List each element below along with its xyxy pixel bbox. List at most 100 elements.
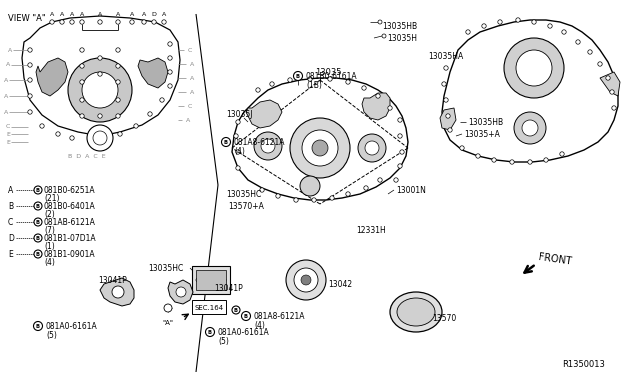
- Text: VIEW "A": VIEW "A": [8, 14, 45, 23]
- Circle shape: [516, 18, 520, 22]
- Circle shape: [294, 71, 303, 80]
- Text: 13041P: 13041P: [98, 276, 127, 285]
- Circle shape: [330, 196, 334, 200]
- Circle shape: [80, 98, 84, 102]
- Circle shape: [400, 150, 404, 154]
- Circle shape: [34, 186, 42, 194]
- Text: 081A8-6121A: 081A8-6121A: [234, 138, 285, 147]
- Text: A: A: [162, 12, 166, 17]
- Circle shape: [510, 160, 514, 164]
- Text: 081AB-6121A: 081AB-6121A: [44, 218, 96, 227]
- Polygon shape: [168, 280, 193, 304]
- Text: (4): (4): [44, 258, 55, 267]
- Text: C: C: [188, 103, 193, 109]
- Circle shape: [70, 20, 74, 24]
- Circle shape: [205, 327, 214, 337]
- Circle shape: [476, 154, 480, 158]
- Circle shape: [28, 94, 32, 98]
- Text: 13041P: 13041P: [214, 284, 243, 293]
- Circle shape: [588, 50, 592, 54]
- Text: 13035+A: 13035+A: [464, 130, 500, 139]
- Text: A: A: [8, 186, 13, 195]
- FancyBboxPatch shape: [196, 270, 226, 290]
- Circle shape: [80, 20, 84, 24]
- Circle shape: [28, 110, 32, 114]
- Polygon shape: [22, 16, 180, 136]
- Circle shape: [148, 112, 152, 116]
- Text: 13570+A: 13570+A: [228, 202, 264, 211]
- Circle shape: [152, 20, 156, 24]
- Circle shape: [130, 20, 134, 24]
- Text: (4): (4): [254, 321, 265, 330]
- Circle shape: [516, 50, 552, 86]
- Circle shape: [444, 98, 448, 102]
- Text: 13042: 13042: [328, 280, 352, 289]
- Circle shape: [168, 84, 172, 88]
- Circle shape: [40, 124, 44, 128]
- Circle shape: [286, 260, 326, 300]
- Circle shape: [606, 76, 610, 80]
- Circle shape: [378, 178, 382, 182]
- Circle shape: [448, 128, 452, 132]
- Text: 13035HB: 13035HB: [382, 22, 417, 31]
- Text: C: C: [6, 125, 10, 129]
- Text: (4): (4): [234, 147, 245, 156]
- Circle shape: [498, 20, 502, 24]
- Circle shape: [98, 114, 102, 118]
- Text: 081A0-6161A: 081A0-6161A: [218, 328, 269, 337]
- Circle shape: [294, 268, 318, 292]
- Ellipse shape: [390, 292, 442, 332]
- Text: A: A: [190, 61, 195, 67]
- Circle shape: [56, 132, 60, 136]
- Circle shape: [362, 86, 366, 90]
- Circle shape: [376, 94, 380, 98]
- Text: A: A: [50, 12, 54, 17]
- Circle shape: [50, 20, 54, 24]
- Polygon shape: [442, 20, 618, 162]
- Text: A: A: [4, 109, 8, 115]
- Circle shape: [87, 125, 113, 151]
- Circle shape: [482, 24, 486, 28]
- Circle shape: [28, 48, 32, 52]
- Circle shape: [460, 146, 464, 150]
- Circle shape: [528, 160, 532, 164]
- Circle shape: [162, 20, 166, 24]
- Text: 081B0-6161A: 081B0-6161A: [306, 72, 358, 81]
- Circle shape: [80, 64, 84, 68]
- Circle shape: [28, 78, 32, 82]
- Polygon shape: [232, 78, 408, 200]
- Circle shape: [28, 63, 32, 67]
- Text: 13570: 13570: [432, 314, 456, 323]
- Circle shape: [610, 90, 614, 94]
- Circle shape: [346, 192, 350, 196]
- Circle shape: [34, 234, 42, 242]
- Circle shape: [176, 287, 186, 297]
- Circle shape: [294, 198, 298, 202]
- Text: E: E: [6, 131, 10, 137]
- Circle shape: [308, 77, 312, 81]
- Text: E: E: [6, 140, 10, 144]
- Circle shape: [33, 321, 42, 330]
- Text: (5): (5): [46, 331, 57, 340]
- Circle shape: [80, 80, 84, 84]
- Circle shape: [382, 34, 386, 38]
- Polygon shape: [600, 72, 620, 96]
- Circle shape: [256, 88, 260, 92]
- Circle shape: [398, 164, 402, 168]
- Circle shape: [270, 82, 274, 86]
- Polygon shape: [138, 58, 168, 88]
- Text: 13035HC: 13035HC: [148, 264, 183, 273]
- Circle shape: [398, 134, 402, 138]
- Circle shape: [444, 66, 448, 70]
- Text: B: B: [208, 330, 212, 334]
- Circle shape: [301, 275, 311, 285]
- Text: A: A: [4, 93, 8, 99]
- Circle shape: [234, 134, 238, 138]
- Circle shape: [221, 138, 230, 147]
- Circle shape: [532, 20, 536, 24]
- Circle shape: [260, 188, 264, 192]
- Text: A: A: [190, 76, 195, 80]
- Text: D: D: [152, 12, 156, 17]
- Circle shape: [116, 48, 120, 52]
- Circle shape: [522, 120, 538, 136]
